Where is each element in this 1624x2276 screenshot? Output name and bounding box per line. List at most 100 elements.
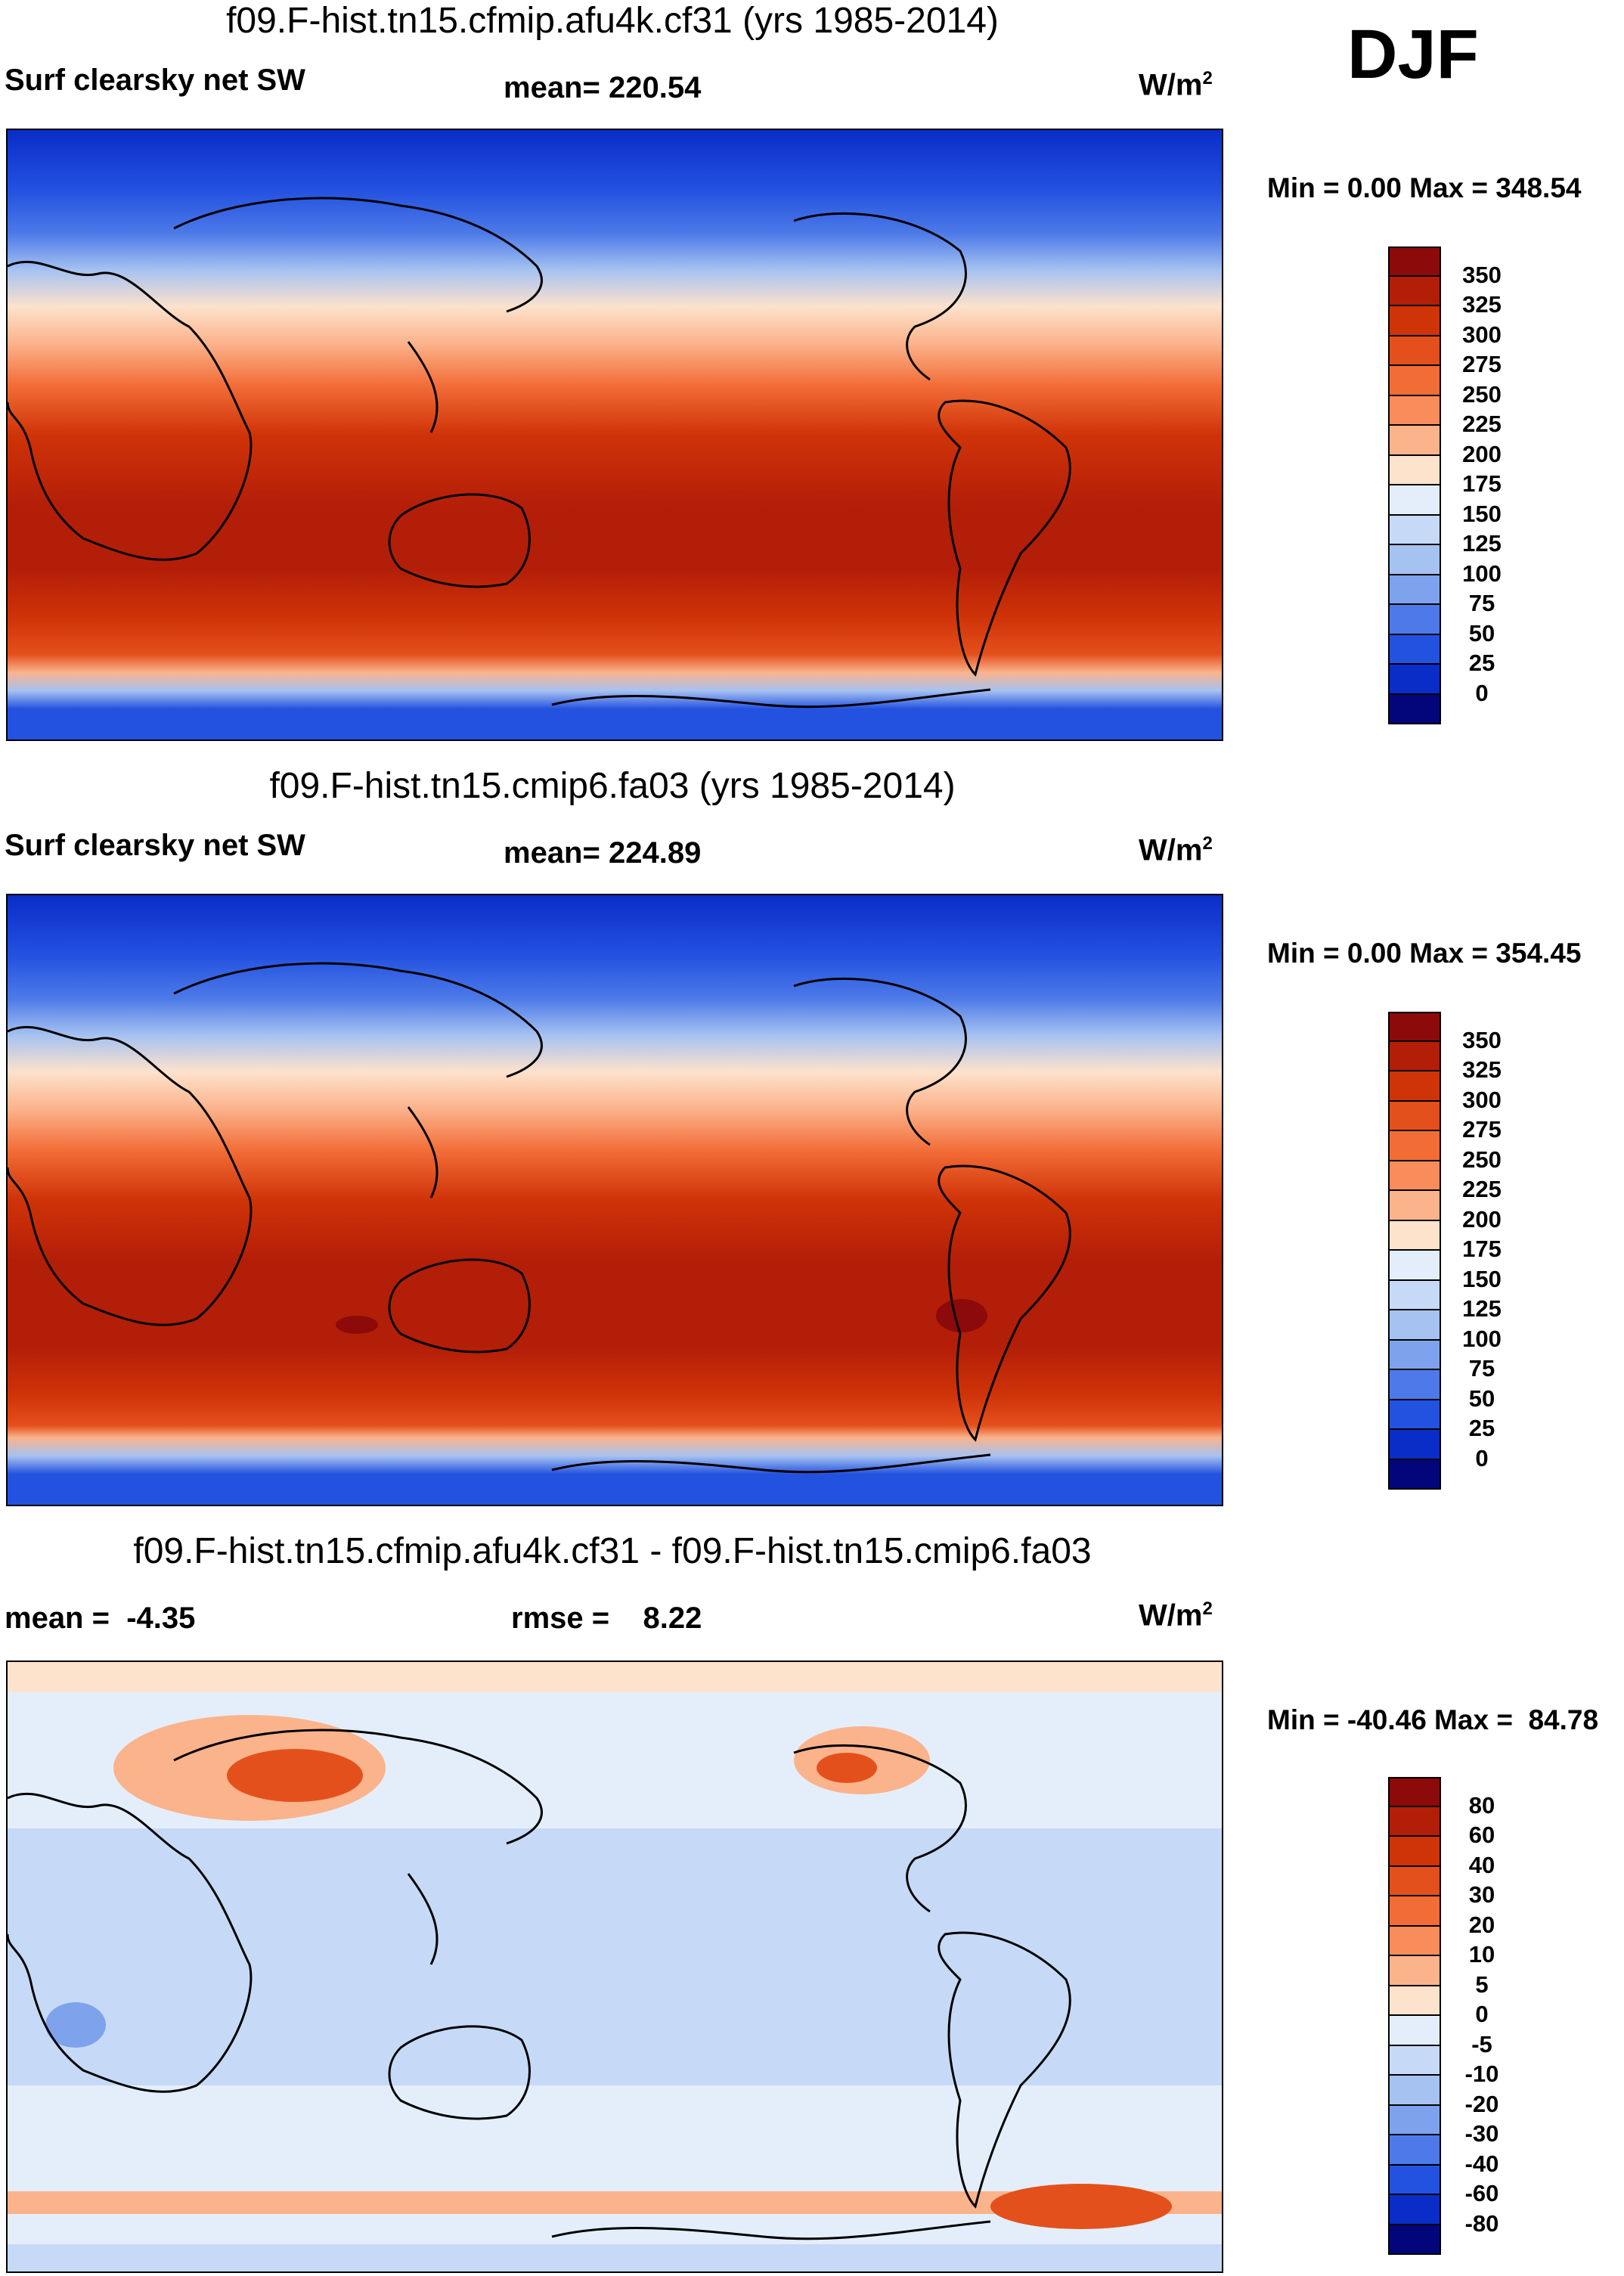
panel1-colorbar-label: 350 — [1462, 261, 1502, 288]
panel1-colorbar-label: 175 — [1462, 470, 1502, 497]
panel3-colorbar-label: -10 — [1464, 2060, 1499, 2087]
panel1-colorbar-box — [1388, 247, 1441, 277]
panel3-africa-negative — [45, 2002, 106, 2048]
panel2-max-patch — [936, 1299, 987, 1332]
panel1-colorbar-box — [1388, 395, 1441, 426]
panel1-colorbar-label: 50 — [1468, 619, 1495, 647]
panel3-sh-band — [8, 2085, 1222, 2161]
panel1-colorbar-box — [1388, 336, 1441, 366]
panel3-minmax: Min = -40.46 Max = 84.78 — [1267, 1704, 1599, 1735]
panel3-colorbar-box — [1388, 2016, 1441, 2046]
panel2-variable-label: Surf clearsky net SW — [5, 829, 305, 862]
panel2-colorbar-label: 175 — [1462, 1236, 1502, 1262]
panel2-colorbar-box — [1388, 1161, 1441, 1191]
panel3-colorbar-box — [1388, 1986, 1441, 2016]
panel3-colorbar-box — [1388, 1806, 1441, 1837]
panel3-colorbar-box — [1388, 1896, 1441, 1927]
panel3-colorbar-label: 10 — [1468, 1941, 1495, 1967]
panel3-colorbar-label: -30 — [1464, 2120, 1499, 2147]
panel3-colorbar-label: 5 — [1475, 1971, 1489, 1998]
panel3-colorbar-label: 0 — [1475, 2001, 1489, 2027]
panel2-colorbar-box — [1388, 1370, 1441, 1400]
panel2-colorbar-box — [1388, 1280, 1441, 1310]
panel2-mean-label: mean= 224.89 — [504, 836, 702, 870]
panel1-map — [6, 129, 1223, 741]
panel2-colorbar-box — [1388, 1251, 1441, 1281]
panel2-max-patch-2 — [336, 1316, 378, 1334]
panel2-colorbar-box — [1388, 1220, 1441, 1251]
panel1-colorbar-label: 100 — [1462, 560, 1502, 587]
panel2-colorbar-box — [1388, 1310, 1441, 1341]
panel2-minmax: Min = 0.00 Max = 354.45 — [1267, 938, 1582, 969]
panel3-units: W/m2 — [1139, 1598, 1213, 1633]
panel1-colorbar-label: 225 — [1462, 411, 1502, 437]
panel3-colorbar-box — [1388, 1777, 1441, 1807]
panel1-colorbar-box — [1388, 276, 1441, 306]
panel1-colorbar-box — [1388, 366, 1441, 396]
panel1-colorbar-label: 275 — [1462, 351, 1502, 377]
panel1-colorbar-label: 150 — [1462, 500, 1502, 527]
panel1-units: W/m2 — [1139, 68, 1213, 102]
panel3-colorbar-box — [1388, 1837, 1441, 1867]
panel3-na-peak — [817, 1753, 877, 1783]
panel2-map-svg — [8, 895, 1222, 1505]
panel2-units: W/m2 — [1139, 833, 1213, 867]
panel1-colorbar-box — [1388, 665, 1441, 695]
panel1-colorbar-box — [1388, 634, 1441, 665]
panel1-colorbar-box — [1388, 605, 1441, 635]
panel3-colorbar-label: 20 — [1468, 1911, 1495, 1938]
panel1-colorbar-label: 125 — [1462, 530, 1502, 557]
panel2-colorbar-label: 200 — [1462, 1205, 1502, 1233]
panel2-colorbar-label: 100 — [1462, 1325, 1502, 1352]
panel2-coastlines — [8, 962, 1071, 1474]
panel1-colorbar-box — [1388, 545, 1441, 575]
panel1-colorbar-label: 25 — [1468, 650, 1495, 676]
panel3-colorbar-box — [1388, 2045, 1441, 2076]
panel3-colorbar-label: 60 — [1468, 1822, 1495, 1848]
panel3-colorbar-box — [1388, 2165, 1441, 2195]
panel2-field — [8, 895, 1222, 1505]
panel3-colorbar-label: 30 — [1468, 1881, 1495, 1908]
panel3-arctic-band — [8, 1662, 1222, 1692]
panel2-colorbar-label: 125 — [1462, 1295, 1502, 1322]
panel1-colorbar-label: 200 — [1462, 440, 1502, 467]
panel2-colorbar-label: 0 — [1475, 1444, 1489, 1471]
panel1-colorbar-box — [1388, 575, 1441, 605]
panel1-field — [8, 130, 1222, 740]
panel3-colorbar-box — [1388, 1926, 1441, 1956]
panel3-map-svg — [8, 1662, 1222, 2271]
panel3-coastlines — [8, 1729, 1071, 2240]
panel1-mean-label: mean= 220.54 — [504, 71, 702, 104]
panel1-variable-label: Surf clearsky net SW — [5, 64, 305, 97]
panel1-colorbar-box — [1388, 485, 1441, 516]
panel1-colorbar — [1388, 247, 1441, 724]
panel1-colorbar-label: 325 — [1462, 291, 1502, 318]
panel2-colorbar-box — [1388, 1430, 1441, 1460]
panel2-colorbar-label: 150 — [1462, 1265, 1502, 1292]
panel1-colorbar-box — [1388, 306, 1441, 336]
panel1-colorbar-box — [1388, 455, 1441, 485]
panel2-colorbar-label: 25 — [1468, 1415, 1495, 1441]
panel2-colorbar-label: 300 — [1462, 1086, 1502, 1113]
panel3-colorbar — [1388, 1777, 1441, 2255]
panel3-colorbar-label: 40 — [1468, 1851, 1495, 1878]
panel2-colorbar-box — [1388, 1340, 1441, 1370]
panel3-colorbar-box — [1388, 2076, 1441, 2106]
panel2-colorbar-box — [1388, 1041, 1441, 1071]
panel2-colorbar-label: 225 — [1462, 1176, 1502, 1202]
panel1-minmax: Min = 0.00 Max = 348.54 — [1267, 172, 1582, 203]
panel3-colorbar-box — [1388, 2195, 1441, 2225]
panel3-map — [6, 1660, 1223, 2273]
panel3-colorbar-label: -80 — [1464, 2209, 1499, 2237]
panel3-colorbar-box — [1388, 1866, 1441, 1896]
panel1-coastlines — [8, 197, 1071, 709]
panel3-colorbar-box — [1388, 1956, 1441, 1986]
panel3-rmse-label: rmse = 8.22 — [511, 1602, 702, 1635]
panel2-colorbar-label: 50 — [1468, 1385, 1495, 1412]
panel3-colorbar-box — [1388, 2225, 1441, 2255]
panel1-colorbar-box — [1388, 515, 1441, 545]
panel2-colorbar-label: 75 — [1468, 1355, 1495, 1381]
panel1-colorbar-label: 300 — [1462, 321, 1502, 348]
panel3-colorbar-label: 80 — [1468, 1791, 1495, 1819]
panel2-colorbar-box — [1388, 1400, 1441, 1430]
